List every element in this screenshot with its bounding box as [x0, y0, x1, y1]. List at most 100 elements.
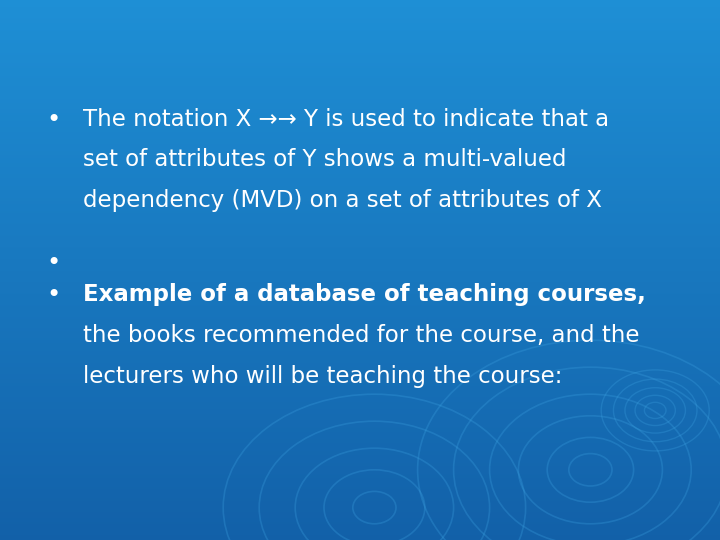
Bar — [0, 74, 720, 76]
Bar — [0, 30, 720, 31]
Bar — [0, 150, 720, 151]
Bar — [0, 100, 720, 102]
Bar — [0, 402, 720, 404]
Bar — [0, 381, 720, 382]
Bar — [0, 486, 720, 487]
Text: lecturers who will be teaching the course:: lecturers who will be teaching the cours… — [83, 364, 562, 388]
Bar — [0, 350, 720, 351]
Bar — [0, 131, 720, 132]
Text: The notation X →→ Y is used to indicate that a: The notation X →→ Y is used to indicate … — [83, 108, 609, 131]
Bar — [0, 467, 720, 469]
Bar — [0, 217, 720, 219]
Bar — [0, 508, 720, 509]
Bar — [0, 285, 720, 286]
Bar — [0, 147, 720, 149]
Bar — [0, 472, 720, 474]
Bar — [0, 282, 720, 284]
Bar — [0, 104, 720, 105]
Bar — [0, 422, 720, 424]
Bar — [0, 276, 720, 278]
Bar — [0, 390, 720, 392]
Bar — [0, 335, 720, 336]
Bar — [0, 130, 720, 131]
Bar — [0, 313, 720, 314]
Bar — [0, 39, 720, 40]
Bar — [0, 474, 720, 475]
Bar — [0, 108, 720, 109]
Bar — [0, 318, 720, 319]
Text: dependency (MVD) on a set of attributes of X: dependency (MVD) on a set of attributes … — [83, 189, 602, 212]
Bar — [0, 8, 720, 9]
Bar — [0, 494, 720, 496]
Bar — [0, 94, 720, 96]
Bar — [0, 69, 720, 70]
Bar — [0, 267, 720, 269]
Bar — [0, 343, 720, 345]
Bar — [0, 227, 720, 228]
Bar — [0, 517, 720, 518]
Bar — [0, 524, 720, 525]
Bar — [0, 79, 720, 81]
Bar — [0, 502, 720, 503]
Bar — [0, 355, 720, 356]
Bar — [0, 47, 720, 49]
Bar — [0, 154, 720, 156]
Bar — [0, 15, 720, 16]
Bar — [0, 31, 720, 32]
Bar — [0, 111, 720, 112]
Bar — [0, 421, 720, 422]
Bar — [0, 136, 720, 138]
Bar — [0, 401, 720, 402]
Bar — [0, 319, 720, 320]
Bar — [0, 464, 720, 465]
Bar — [0, 22, 720, 23]
Bar — [0, 49, 720, 50]
Bar — [0, 296, 720, 297]
Bar — [0, 491, 720, 492]
Bar — [0, 436, 720, 437]
Bar — [0, 156, 720, 157]
Bar — [0, 219, 720, 220]
Bar — [0, 534, 720, 535]
Bar — [0, 532, 720, 534]
Bar — [0, 185, 720, 186]
Bar — [0, 305, 720, 306]
Bar — [0, 383, 720, 384]
Bar — [0, 176, 720, 177]
Bar — [0, 392, 720, 393]
Bar — [0, 17, 720, 19]
Bar — [0, 292, 720, 293]
Bar — [0, 300, 720, 301]
Bar — [0, 256, 720, 258]
Bar — [0, 193, 720, 194]
Bar — [0, 105, 720, 106]
Bar — [0, 453, 720, 454]
Bar — [0, 393, 720, 394]
Bar — [0, 178, 720, 179]
Bar — [0, 458, 720, 459]
Text: •: • — [47, 108, 61, 132]
Bar — [0, 327, 720, 328]
Bar — [0, 146, 720, 147]
Bar — [0, 372, 720, 373]
Bar — [0, 224, 720, 226]
Bar — [0, 168, 720, 170]
Bar — [0, 426, 720, 427]
Bar — [0, 239, 720, 240]
Bar — [0, 530, 720, 532]
Bar — [0, 433, 720, 435]
Bar — [0, 409, 720, 410]
Bar — [0, 202, 720, 204]
Bar — [0, 518, 720, 519]
Bar — [0, 432, 720, 433]
Bar — [0, 379, 720, 381]
Bar — [0, 456, 720, 458]
Bar — [0, 213, 720, 214]
Bar — [0, 78, 720, 79]
Bar — [0, 400, 720, 401]
Bar — [0, 377, 720, 378]
Bar — [0, 9, 720, 11]
Bar — [0, 249, 720, 251]
Bar — [0, 127, 720, 128]
Bar — [0, 367, 720, 368]
